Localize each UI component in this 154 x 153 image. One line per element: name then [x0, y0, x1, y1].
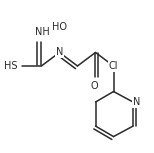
Text: NH: NH [35, 27, 50, 37]
Text: HS: HS [4, 61, 17, 71]
Text: N: N [56, 47, 63, 58]
Text: Cl: Cl [109, 61, 118, 71]
Text: HO: HO [52, 22, 67, 32]
Text: O: O [91, 81, 99, 91]
Text: N: N [133, 97, 140, 107]
